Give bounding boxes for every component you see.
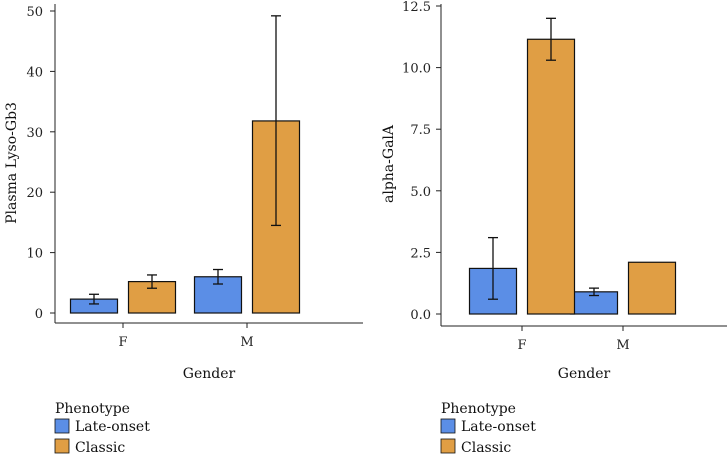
panel-alpha-gala: 0.0 2.5 5.0 7.5 10.0 12.5 F M Gender alpha-Gal… xyxy=(381,0,727,456)
panel-lysogb3: 0 10 20 30 40 50 F M Gender Plasma Lyso-Gb3 Ph… xyxy=(4,4,363,456)
legend-title: Phenotype xyxy=(441,401,516,417)
y-tick-label: 10 xyxy=(26,247,43,262)
y-tick-label: 10.0 xyxy=(402,62,431,77)
y-tick-label: 7.5 xyxy=(410,123,431,138)
y-tick-label: 2.5 xyxy=(410,246,431,261)
legend-title: Phenotype xyxy=(55,401,130,417)
y-tick-label: 0.0 xyxy=(410,308,431,323)
y-tick-label: 30 xyxy=(26,126,43,141)
bar-classic-F xyxy=(526,38,576,315)
x-tick-label: M xyxy=(616,338,629,353)
y-tick-label: 12.5 xyxy=(402,0,431,15)
legend-swatch-classic xyxy=(440,438,456,454)
legend: Phenotype Late-onset Classic xyxy=(440,401,536,456)
x-axis-title: Gender xyxy=(183,366,236,382)
x-tick-label: F xyxy=(517,338,526,353)
y-tick-label: 5.0 xyxy=(410,185,431,200)
bar-classic-F xyxy=(127,280,177,314)
legend-swatch-late-onset xyxy=(440,418,456,434)
y-tick-label: 40 xyxy=(26,65,43,80)
legend-swatch-classic xyxy=(54,438,70,454)
legend-label-late-onset: Late-onset xyxy=(75,419,150,435)
y-axis-title: alpha-GalA xyxy=(381,124,397,203)
bar-late-onset-M xyxy=(193,276,243,314)
legend-label-late-onset: Late-onset xyxy=(461,419,536,435)
x-tick-label: F xyxy=(118,335,127,350)
y-tick-label: 50 xyxy=(26,5,43,20)
y-tick-label: 0 xyxy=(35,307,43,322)
bar-classic-M xyxy=(627,261,677,315)
y-tick-label: 20 xyxy=(26,186,43,201)
x-axis-title: Gender xyxy=(558,366,611,382)
legend: Phenotype Late-onset Classic xyxy=(54,401,150,456)
legend-label-classic: Classic xyxy=(461,440,511,456)
x-tick-label: M xyxy=(240,335,253,350)
legend-label-classic: Classic xyxy=(75,440,125,456)
legend-swatch-late-onset xyxy=(54,418,70,434)
y-axis-title: Plasma Lyso-Gb3 xyxy=(4,102,20,224)
